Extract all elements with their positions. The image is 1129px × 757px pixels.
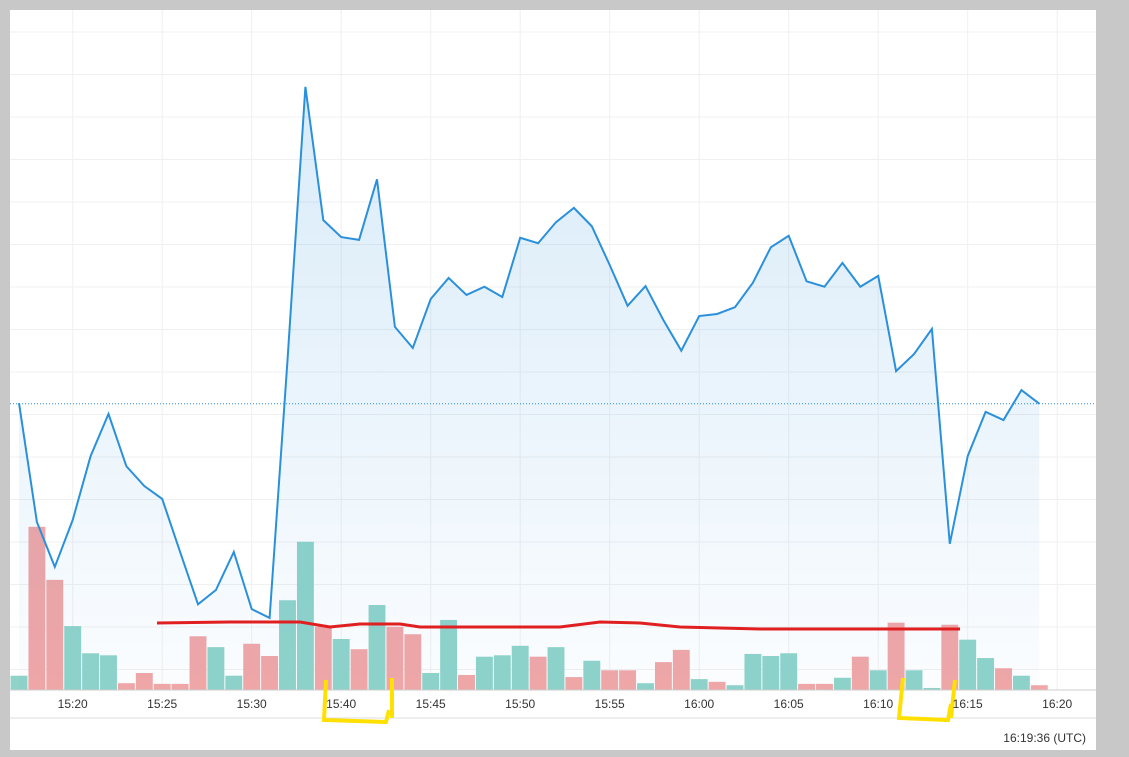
plot [10, 86, 1096, 691]
x-tick-label: 16:20 [1042, 697, 1072, 711]
x-tick-label: 16:15 [953, 697, 983, 711]
x-tick-label: 15:30 [237, 697, 267, 711]
timestamp: 16:19:36 (UTC) [1003, 731, 1086, 745]
x-tick-label: 16:10 [863, 697, 893, 711]
x-tick-label: 15:40 [326, 697, 356, 711]
x-tick-label: 16:05 [774, 697, 804, 711]
x-tick-label: 15:25 [147, 697, 177, 711]
x-tick-label: 15:45 [416, 697, 446, 711]
x-tick-label: 15:55 [595, 697, 625, 711]
x-tick-label: 15:20 [58, 697, 88, 711]
x-tick-label: 15:50 [505, 697, 535, 711]
area [19, 86, 1040, 691]
annotation-bracket [321, 678, 394, 725]
annotation-bracket [896, 677, 957, 723]
annotation-line [156, 620, 960, 631]
price-line [18, 86, 1040, 620]
x-tick-label: 16:00 [684, 697, 714, 711]
